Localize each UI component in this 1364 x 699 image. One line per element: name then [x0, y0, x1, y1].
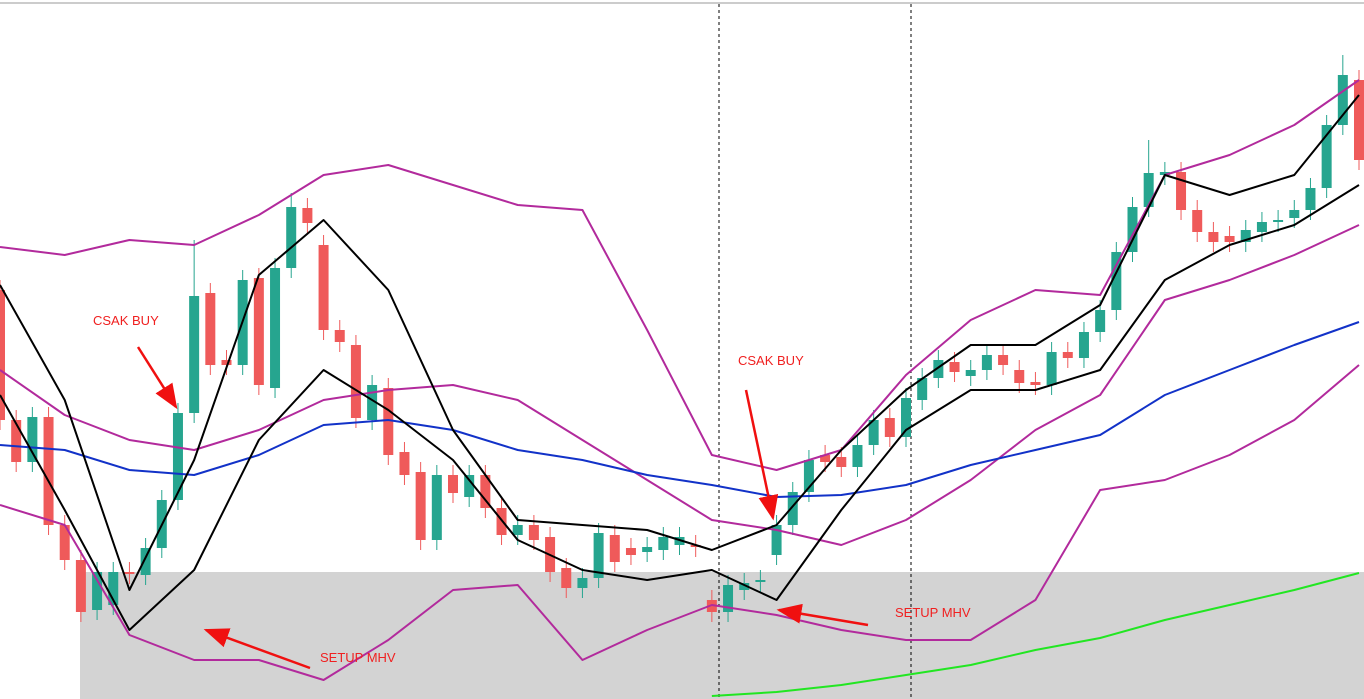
- candle-body: [642, 547, 653, 552]
- candle-body: [302, 208, 313, 223]
- candle-body: [27, 417, 38, 462]
- arrow: [203, 628, 311, 670]
- candle-body: [901, 398, 911, 437]
- candle-body: [1046, 352, 1057, 385]
- candle-body: [253, 278, 264, 385]
- overlay-line: [0, 79, 1360, 471]
- candle-body: [755, 580, 766, 582]
- candle-body: [205, 293, 216, 365]
- candle-body: [1176, 172, 1187, 210]
- candle-body: [1062, 352, 1073, 358]
- candle-body: [609, 535, 620, 562]
- candle-body: [124, 572, 135, 574]
- candle-body: [998, 355, 1009, 365]
- candle-body: [1078, 332, 1089, 358]
- candle-body: [270, 268, 281, 388]
- candle-body: [561, 568, 572, 588]
- candle-body: [965, 370, 976, 376]
- candle-body: [884, 418, 895, 437]
- candle-body: [367, 385, 378, 420]
- candle-body: [1289, 210, 1300, 218]
- candle-body: [1305, 188, 1316, 210]
- candle-body: [771, 525, 782, 555]
- candle-body: [1030, 382, 1041, 385]
- candle-body: [933, 360, 944, 378]
- candle-body: [334, 330, 345, 342]
- candle-body: [723, 585, 734, 612]
- candle-body: [577, 578, 588, 588]
- candle-body: [221, 360, 232, 365]
- candle-body: [75, 560, 86, 612]
- candle-body: [820, 455, 831, 462]
- overlay-line: [711, 572, 1360, 697]
- candle-body: [787, 492, 798, 525]
- candle-body: [1354, 80, 1364, 160]
- candle-body: [1127, 207, 1138, 252]
- annotation: SETUP MHV: [895, 605, 971, 620]
- candle-body: [836, 457, 847, 467]
- overlay-line: [0, 184, 1360, 631]
- candle-body: [528, 525, 539, 540]
- candle-body: [1192, 210, 1203, 232]
- candle-body: [658, 537, 669, 550]
- candle-body: [803, 460, 814, 492]
- candle-body: [11, 420, 22, 462]
- overlay-line: [0, 94, 1360, 591]
- candle-body: [593, 533, 604, 578]
- candle-body: [625, 548, 636, 555]
- candle-body: [189, 296, 200, 413]
- candle-body: [1273, 220, 1284, 222]
- annotation: CSAK BUY: [93, 313, 159, 328]
- annotations: CSAK BUY SETUP MHV CSAK BUY SETUP MHV: [93, 313, 971, 670]
- candle-body: [464, 475, 475, 497]
- candle-body: [739, 583, 750, 590]
- candle-body: [1014, 370, 1025, 383]
- candle-body: [448, 475, 458, 493]
- zone: [80, 572, 1364, 699]
- candle-body: [172, 413, 183, 500]
- candle-body: [949, 362, 960, 372]
- arrow: [776, 603, 869, 627]
- candle-body: [1321, 125, 1332, 188]
- candle-body: [1143, 173, 1154, 207]
- candle-body: [59, 525, 70, 560]
- arrow: [744, 389, 779, 521]
- annotation: SETUP MHV: [320, 650, 396, 665]
- candle-body: [0, 290, 5, 420]
- candle-body: [43, 417, 54, 525]
- candle-body: [981, 355, 992, 370]
- candle-body: [852, 445, 863, 467]
- candle-body: [383, 388, 394, 455]
- candle-body: [1208, 232, 1219, 242]
- candle-body: [318, 245, 329, 330]
- candle-body: [140, 548, 151, 575]
- arrow: [136, 346, 178, 410]
- candle-body: [1256, 222, 1267, 232]
- candle-body: [512, 525, 523, 535]
- overlay-line: [0, 321, 1360, 498]
- candle-body: [415, 472, 426, 540]
- candle-body: [92, 572, 103, 610]
- candle-body: [286, 207, 297, 268]
- candle-body: [480, 475, 491, 508]
- candle-body: [1095, 310, 1106, 332]
- candle-body: [431, 475, 442, 540]
- candle-body: [1159, 172, 1170, 175]
- candle-body: [868, 420, 879, 445]
- candle-body: [108, 572, 119, 605]
- candle-body: [1111, 252, 1122, 310]
- candle-body: [1337, 75, 1348, 125]
- overlay-line: [0, 364, 1360, 681]
- annotation: CSAK BUY: [738, 353, 804, 368]
- candle-body: [350, 345, 361, 418]
- overlay-line: [0, 224, 1360, 546]
- candle-body: [399, 452, 410, 475]
- candle-body: [1224, 236, 1235, 242]
- candle-body: [1240, 230, 1251, 242]
- candle-body: [917, 378, 928, 400]
